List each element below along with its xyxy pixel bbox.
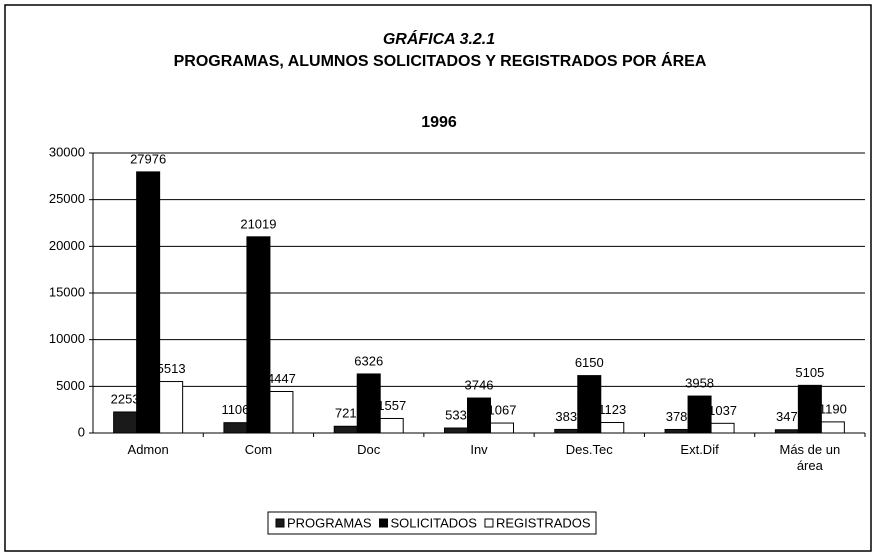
data-label: 1106 [221, 402, 249, 417]
y-tick-label: 10000 [49, 331, 85, 346]
data-label: 6150 [575, 355, 604, 370]
bar [223, 422, 248, 434]
bar [554, 428, 579, 434]
data-label: 1037 [708, 403, 737, 418]
data-label: 6326 [354, 353, 383, 368]
data-label: 1190 [819, 401, 847, 416]
legend-label: SOLICITADOS [391, 515, 478, 530]
bar [113, 411, 138, 434]
y-tick-label: 5000 [56, 378, 85, 393]
data-label: 1123 [598, 402, 626, 417]
frame [4, 4, 872, 552]
x-tick-label: Admon [127, 442, 169, 457]
bar [774, 429, 799, 434]
bar [710, 422, 735, 434]
chart-subtitle: PROGRAMAS, ALUMNOS SOLICITADOS Y REGISTR… [173, 53, 707, 70]
bar [136, 171, 161, 434]
x-tick-label: Des.Tec [565, 442, 613, 457]
bar [600, 422, 625, 434]
bar [356, 373, 381, 434]
bar [333, 425, 358, 434]
data-label: 3746 [465, 377, 494, 392]
chart-year: 1996 [421, 114, 457, 131]
x-tick-label: Inv [470, 442, 488, 457]
data-label: 3958 [685, 375, 714, 390]
legend-swatch [379, 518, 389, 528]
y-tick-label: 25000 [49, 191, 85, 206]
data-label: 378 [666, 409, 688, 424]
legend-box [267, 511, 597, 535]
chart-title: GRÁFICA 3.2.1 [382, 31, 496, 48]
data-label: 4447 [267, 371, 296, 386]
data-label: 2253 [111, 391, 140, 406]
bar [664, 428, 689, 434]
data-label: 21019 [240, 216, 276, 231]
y-tick-label: 15000 [49, 284, 85, 299]
bar [687, 395, 712, 434]
data-label: 27976 [130, 151, 166, 166]
legend-swatch [484, 518, 494, 528]
y-tick-label: 20000 [49, 238, 85, 253]
bar [379, 417, 404, 434]
data-label: 533 [445, 407, 467, 422]
bar [820, 421, 845, 434]
data-label: 1067 [488, 402, 517, 417]
bar [467, 397, 491, 434]
x-tick-label: Ext.Dif [680, 442, 719, 457]
bar [159, 381, 184, 434]
x-tick-label: Más de un área [779, 442, 841, 473]
bar [577, 375, 602, 434]
legend-label: PROGRAMAS [287, 515, 372, 530]
data-label: 5105 [795, 365, 824, 380]
x-tick-label: Com [244, 442, 273, 457]
y-tick-label: 30000 [49, 144, 85, 159]
bar [269, 390, 294, 434]
data-label: 5513 [157, 361, 186, 376]
x-tick-label: Doc [357, 442, 381, 457]
bar [797, 384, 822, 434]
y-tick-label: 0 [78, 424, 85, 439]
data-label: 721 [335, 406, 357, 421]
bar [444, 427, 468, 434]
legend-label: REGISTRADOS [496, 515, 591, 530]
data-label: 347 [776, 409, 798, 424]
legend-swatch [275, 518, 285, 528]
data-label: 1557 [377, 398, 406, 413]
bar [246, 236, 271, 434]
data-label: 383 [555, 409, 577, 424]
bar [490, 422, 514, 434]
